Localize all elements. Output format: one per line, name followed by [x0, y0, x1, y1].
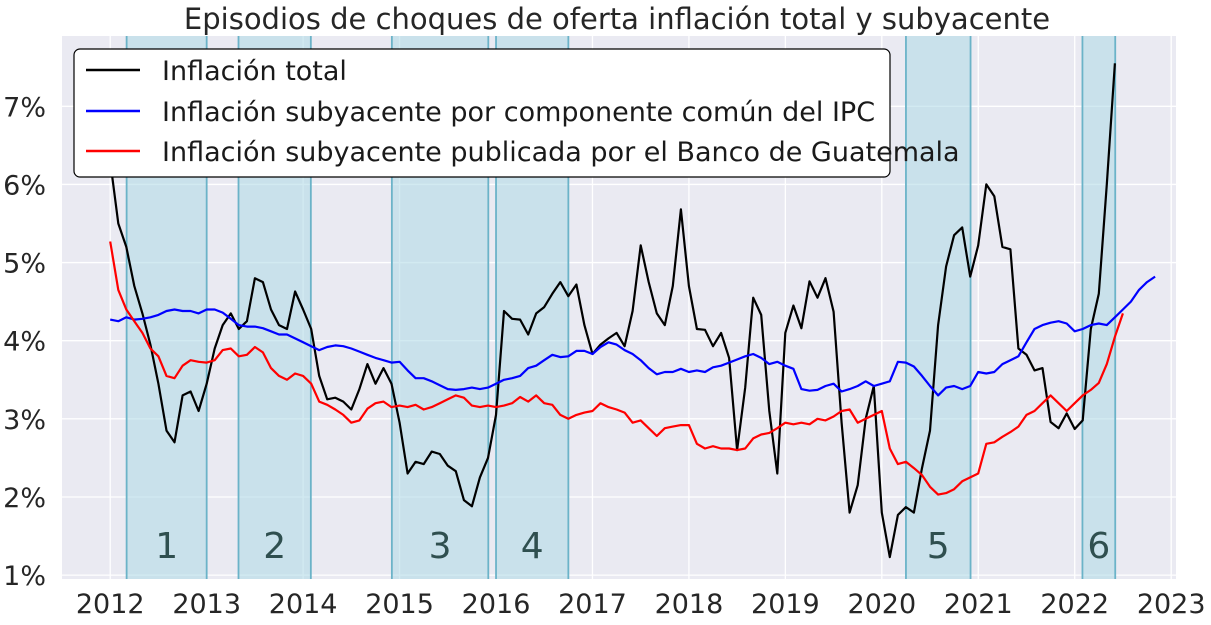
episode-band	[905, 36, 971, 579]
y-tick-label: 1%	[3, 561, 46, 592]
series-line-1	[109, 275, 1156, 397]
episode-label: 6	[1087, 526, 1110, 567]
x-tick-label: 2021	[944, 589, 1013, 620]
y-axis-ticks: 1% 2% 3% 4% 5% 6% 7%	[3, 92, 46, 592]
x-tick-label: 2023	[1137, 589, 1206, 620]
x-tick-label: 2012	[76, 589, 145, 620]
episode-label: 4	[521, 526, 544, 567]
legend-box	[73, 48, 891, 178]
x-tick-label: 2019	[751, 589, 820, 620]
y-tick-label: 7%	[3, 92, 46, 123]
series-line-2	[109, 241, 1124, 496]
legend-label-total: Inflación total	[162, 56, 347, 87]
legend: Inflación total Inflación subyacente por…	[73, 48, 960, 178]
y-tick-label: 4%	[3, 327, 46, 358]
x-tick-label: 2016	[462, 589, 531, 620]
y-tick-label: 5%	[3, 249, 46, 280]
legend-label-subyacente-banguat: Inflación subyacente publicada por el Ba…	[162, 137, 960, 168]
x-tick-label: 2020	[847, 589, 916, 620]
episode-label: 3	[429, 526, 452, 567]
y-tick-label: 6%	[3, 170, 46, 201]
chart-title: Episodios de choques de oferta inflación…	[184, 2, 1050, 36]
x-tick-label: 2015	[365, 589, 434, 620]
x-tick-label: 2018	[655, 589, 724, 620]
episode-label: 5	[927, 526, 950, 567]
y-tick-label: 3%	[3, 405, 46, 436]
series-lines	[109, 63, 1156, 559]
episode-label: 2	[263, 526, 286, 567]
x-tick-label: 2013	[172, 589, 241, 620]
x-tick-label: 2017	[558, 589, 627, 620]
x-tick-label: 2022	[1040, 589, 1109, 620]
series-line-0	[109, 63, 1116, 559]
x-tick-label: 2014	[269, 589, 338, 620]
episode-labels: 1 2 3 4 5 6	[155, 526, 1110, 567]
x-axis-ticks: 2012 2013 2014 2015 2016 2017 2018 2019 2020 2021…	[76, 589, 1206, 620]
y-tick-label: 2%	[3, 483, 46, 514]
episode-label: 1	[155, 526, 178, 567]
legend-label-subyacente-comun: Inflación subyacente por componente comú…	[162, 97, 875, 128]
